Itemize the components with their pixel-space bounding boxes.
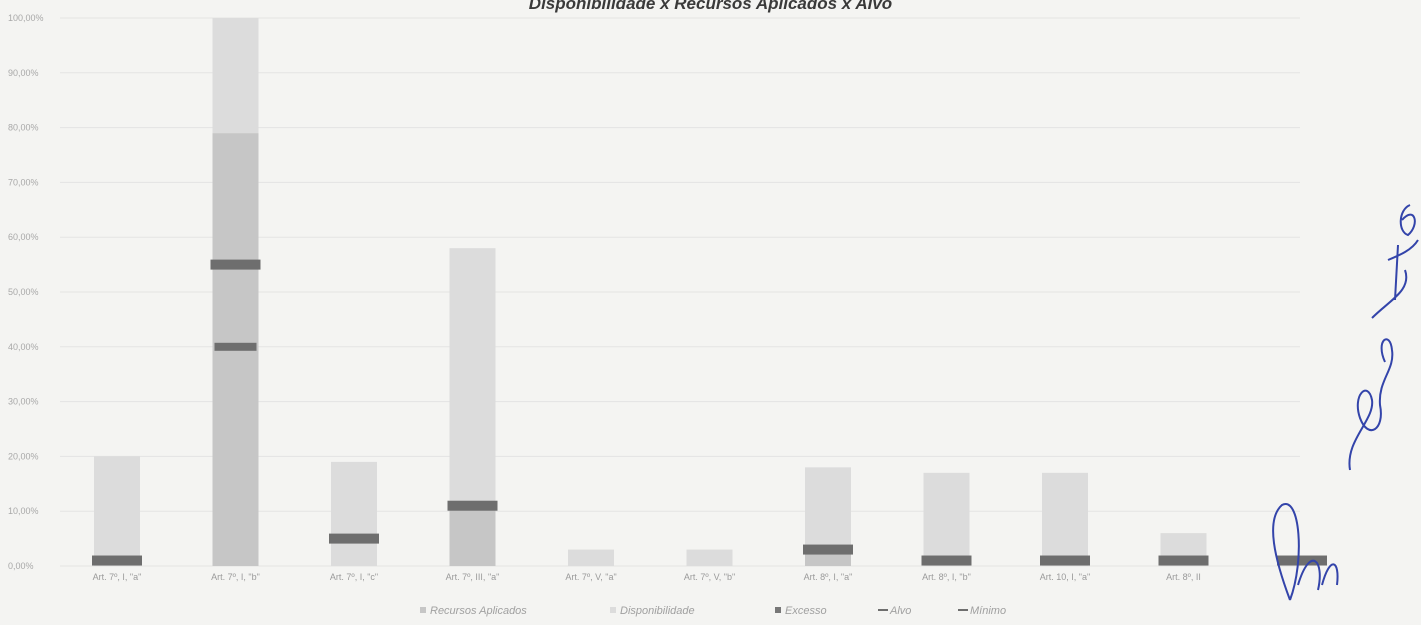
x-tick-label: Art. 8º, I, "b" xyxy=(922,572,971,582)
bar-disponibilidade xyxy=(331,461,377,566)
marker-alvo xyxy=(803,544,853,555)
legend-label: Excesso xyxy=(785,605,827,617)
handwritten-signature xyxy=(1272,204,1419,601)
x-tick-label: Art. 10, I, "a" xyxy=(1040,572,1090,582)
legend-label: Mínimo xyxy=(970,605,1006,617)
x-tick-label: Art. 7º, V, "a" xyxy=(565,572,616,582)
y-tick-label: 10,00% xyxy=(8,506,39,516)
legend-label: Alvo xyxy=(889,605,911,617)
gridlines xyxy=(60,17,1300,567)
bar-recursos-aplicados xyxy=(449,505,496,566)
y-tick-label: 60,00% xyxy=(8,232,39,242)
bar-disponibilidade xyxy=(686,549,733,566)
bars xyxy=(94,18,1207,566)
bar-disponibilidade xyxy=(212,18,259,134)
marker-alvo xyxy=(92,555,142,566)
legend-item: Excesso xyxy=(775,605,827,617)
legend-item: Mínimo xyxy=(958,605,1006,617)
x-tick-label: Art. 8º, I, "a" xyxy=(804,572,853,582)
bar-disponibilidade xyxy=(449,248,496,506)
bar-disponibilidade xyxy=(923,472,970,566)
bar-disponibilidade xyxy=(568,549,614,566)
chart-title: Disponibilidade x Recursos Aplicados x A… xyxy=(528,0,893,13)
x-tick-label: Art. 7º, III, "a" xyxy=(446,572,500,582)
marker-alvo xyxy=(447,500,498,511)
y-tick-label: 40,00% xyxy=(8,342,39,352)
marker-alvo xyxy=(1040,555,1090,566)
y-axis-ticks: 0,00% 10,00% 20,00% 30,00% 40,00% 50,00% 60,00… xyxy=(8,13,44,571)
x-tick-label: Art. 7º, I, "c" xyxy=(330,572,378,582)
x-tick-label: Art. 7º, V, "b" xyxy=(684,572,735,582)
y-tick-label: 70,00% xyxy=(8,177,39,187)
legend-item: Alvo xyxy=(878,605,911,617)
marker-alvo xyxy=(1277,555,1327,566)
y-tick-label: 50,00% xyxy=(8,287,39,297)
legend-item: Disponibilidade xyxy=(610,605,695,617)
bar-disponibilidade xyxy=(94,456,140,566)
marker-minimo xyxy=(214,342,257,351)
legend: Recursos Aplicados Disponibilidade Excesso… xyxy=(420,605,1006,617)
legend-swatch xyxy=(610,607,616,613)
legend-swatch xyxy=(775,607,781,613)
y-tick-label: 90,00% xyxy=(8,68,39,78)
marker-alvo xyxy=(329,533,379,544)
y-tick-label: 30,00% xyxy=(8,397,39,407)
bar-disponibilidade xyxy=(805,467,851,550)
x-tick-label: Art. 8º, II xyxy=(1166,572,1201,582)
marker-alvo xyxy=(1158,555,1209,566)
bar-disponibilidade xyxy=(1042,472,1088,566)
y-tick-label: 20,00% xyxy=(8,451,39,461)
y-tick-label: 100,00% xyxy=(8,13,44,23)
x-tick-label: Art. 7º, I, "a" xyxy=(93,572,142,582)
y-tick-label: 0,00% xyxy=(8,561,34,571)
marker-alvo xyxy=(210,259,261,270)
x-tick-label: Art. 7º, I, "b" xyxy=(211,572,260,582)
legend-label: Recursos Aplicados xyxy=(430,605,527,617)
legend-swatch xyxy=(420,607,426,613)
y-tick-label: 80,00% xyxy=(8,123,39,133)
marker-alvo xyxy=(921,555,972,566)
legend-label: Disponibilidade xyxy=(620,605,695,617)
legend-item: Recursos Aplicados xyxy=(420,605,527,617)
x-axis-labels: Art. 7º, I, "a" Art. 7º, I, "b" Art. 7º, I… xyxy=(93,572,1201,582)
markers xyxy=(92,259,1327,566)
